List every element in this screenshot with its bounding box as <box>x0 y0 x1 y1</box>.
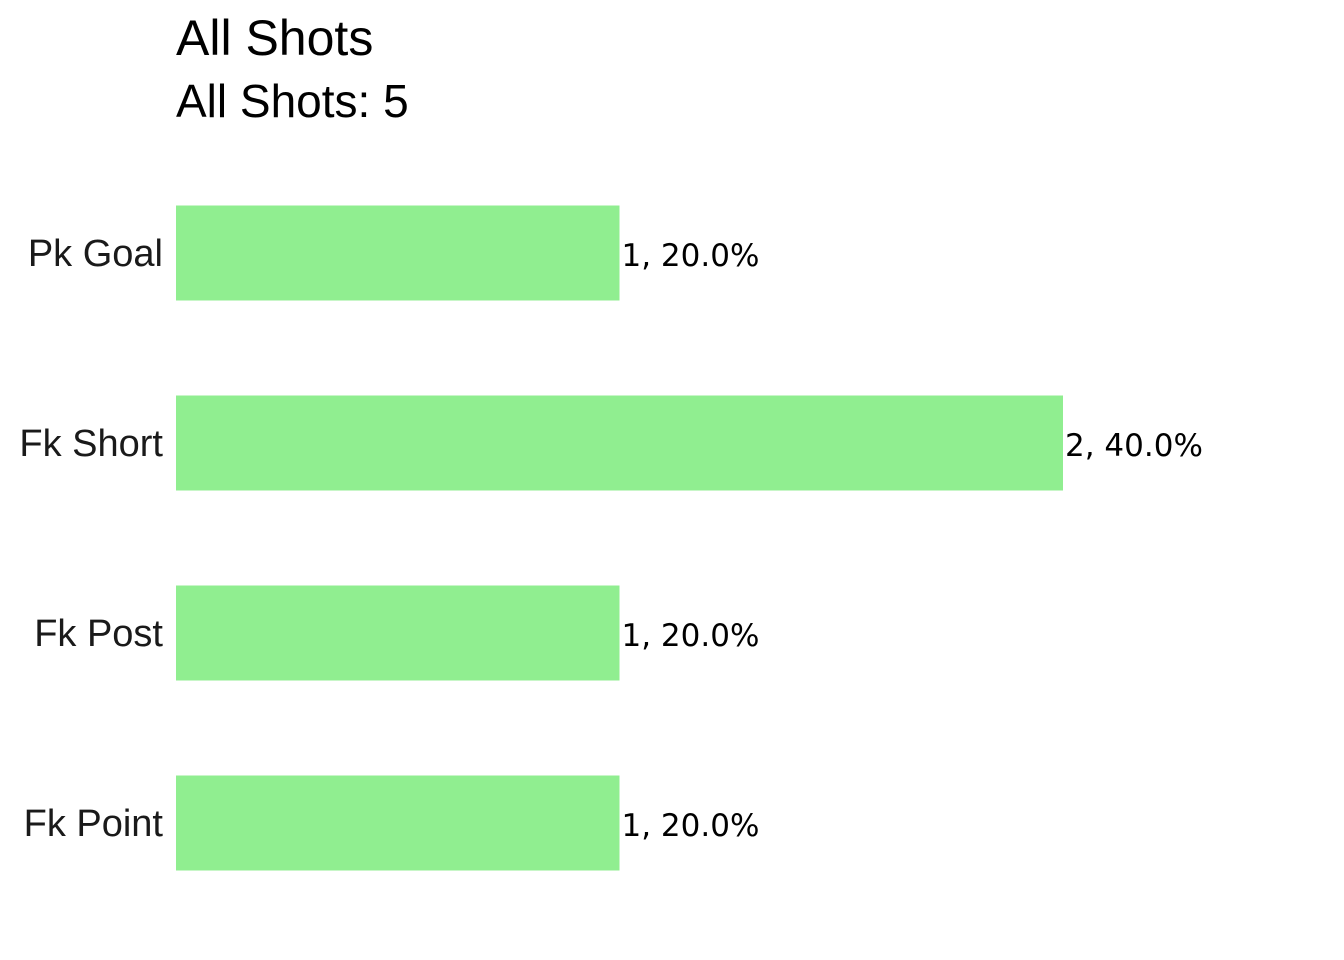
bar <box>176 205 620 301</box>
category-label: Fk Post <box>34 613 163 655</box>
chart-subtitle: All Shots: 5 <box>176 75 409 127</box>
value-label: 1, 20.0% <box>622 808 760 844</box>
bar <box>176 775 620 871</box>
bar <box>176 585 620 681</box>
bars-group: Pk Goal 1, 20.0% Fk Short 2, 40.0% Fk Post 1,… <box>19 205 1203 871</box>
category-label: Fk Point <box>24 803 164 845</box>
value-label: 1, 20.0% <box>622 238 760 274</box>
value-label: 2, 40.0% <box>1065 428 1203 464</box>
value-label: 1, 20.0% <box>622 618 760 654</box>
bar <box>176 395 1063 491</box>
chart-title: All Shots <box>176 10 373 66</box>
category-label: Pk Goal <box>28 233 163 275</box>
category-label: Fk Short <box>19 423 163 465</box>
